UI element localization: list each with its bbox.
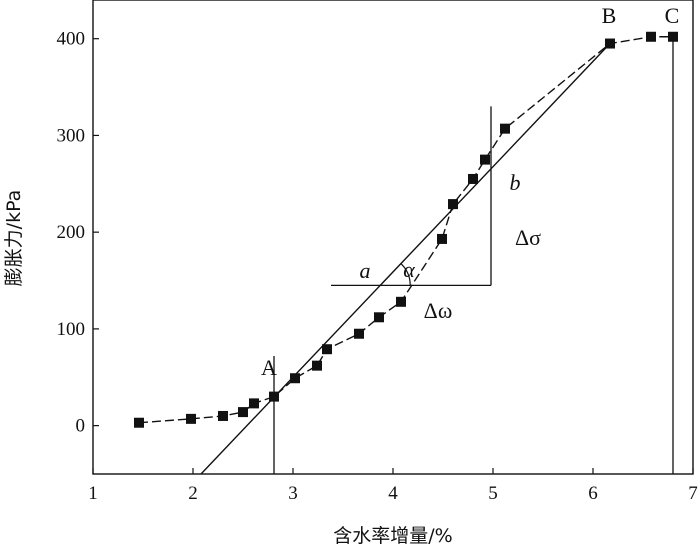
label-point-c: C bbox=[665, 3, 680, 28]
label-line-b: b bbox=[510, 170, 521, 195]
data-point-4 bbox=[249, 398, 259, 409]
x-tick-label-7: 7 bbox=[688, 483, 698, 504]
data-point-15 bbox=[480, 154, 490, 165]
data-point-12 bbox=[437, 233, 447, 244]
reference-lines bbox=[273, 36, 674, 474]
data-point-3 bbox=[238, 407, 248, 418]
x-tick-label-5: 5 bbox=[488, 483, 498, 504]
x-tick-label-2: 2 bbox=[188, 483, 198, 504]
data-point-7 bbox=[312, 360, 322, 371]
data-point-5 bbox=[269, 391, 279, 402]
alpha-angle-arc bbox=[400, 263, 411, 286]
data-point-18 bbox=[646, 31, 656, 42]
y-tick-label-200: 200 bbox=[57, 222, 86, 243]
data-point-13 bbox=[448, 199, 458, 210]
data-point-9 bbox=[354, 328, 364, 339]
fit-line bbox=[200, 43, 611, 475]
data-point-19 bbox=[668, 31, 678, 42]
x-tick-label-1: 1 bbox=[88, 483, 98, 504]
series-line bbox=[138, 36, 673, 424]
data-point-14 bbox=[468, 173, 478, 184]
y-tick-label-100: 100 bbox=[57, 319, 86, 340]
x-tick-label-6: 6 bbox=[588, 483, 598, 504]
data-series bbox=[138, 36, 673, 475]
label-point-b: B bbox=[602, 3, 617, 28]
plot-frame bbox=[92, 0, 694, 475]
data-point-11 bbox=[396, 296, 406, 307]
axes-frame bbox=[92, 0, 694, 475]
y-tick-label-0: 0 bbox=[76, 416, 86, 437]
y-tick-label-400: 400 bbox=[57, 29, 86, 50]
annotations: A B Ca b α Δσ Δω bbox=[261, 3, 679, 380]
label-point-a: A bbox=[261, 355, 277, 380]
label-alpha: α bbox=[403, 257, 415, 282]
axis-ticks: 1 2 3 4 5 6 7 0 100 200 300 400 bbox=[57, 29, 698, 504]
data-point-1 bbox=[186, 413, 196, 424]
data-markers bbox=[134, 31, 678, 428]
y-tick-label-300: 300 bbox=[57, 125, 86, 146]
label-delta-sigma: Δσ bbox=[515, 225, 541, 250]
data-point-6 bbox=[290, 373, 300, 384]
x-axis-title: 含水率增量/% bbox=[333, 525, 452, 547]
data-point-10 bbox=[374, 312, 384, 323]
x-tick-label-3: 3 bbox=[288, 483, 298, 504]
data-point-16 bbox=[500, 123, 510, 134]
data-point-17 bbox=[605, 38, 615, 49]
label-line-a: a bbox=[360, 258, 371, 283]
y-axis-title: 膨胀力/kPa bbox=[3, 190, 25, 287]
data-point-2 bbox=[218, 410, 228, 421]
x-tick-label-4: 4 bbox=[388, 483, 398, 504]
data-point-0 bbox=[134, 417, 144, 428]
data-point-8 bbox=[322, 344, 332, 355]
label-delta-omega: Δω bbox=[424, 298, 453, 323]
